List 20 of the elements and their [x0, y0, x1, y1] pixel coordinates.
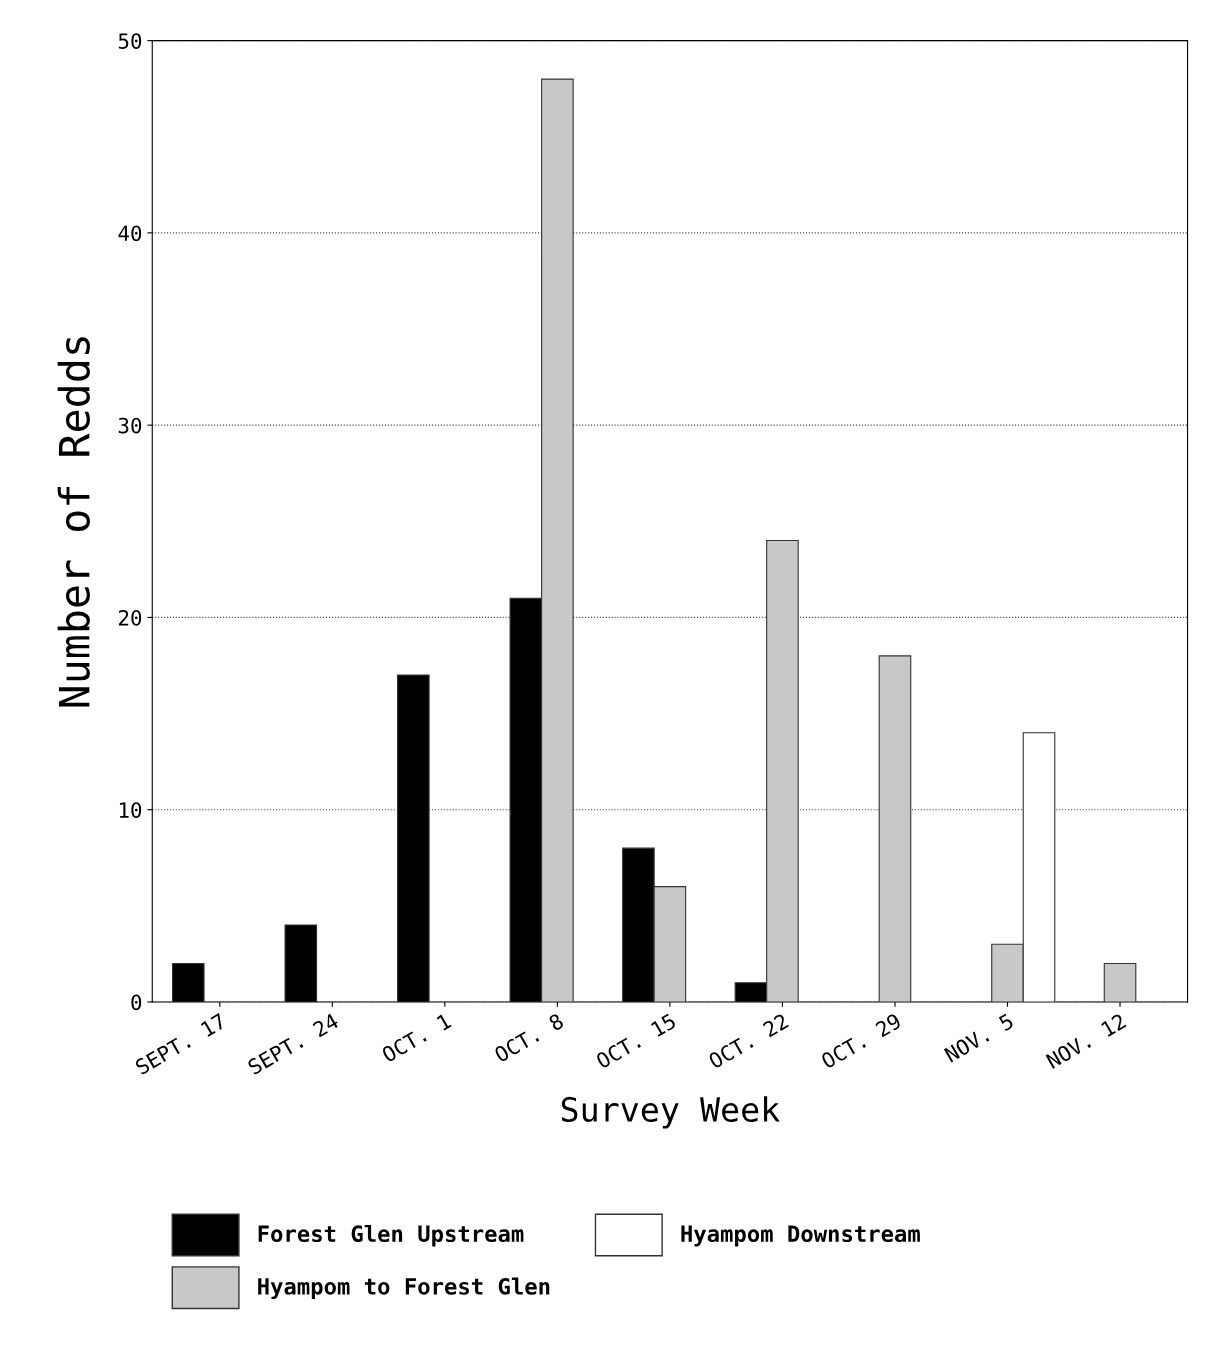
legend-label: Hyampom to Forest Glen — [258, 1277, 550, 1300]
y-tick-label: 40 — [118, 225, 142, 242]
x-tick-label: OCT. 22 — [707, 1012, 790, 1070]
x-axis-title: Survey Week — [561, 1096, 780, 1129]
y-tick-label: 0 — [131, 994, 142, 1011]
x-tick-label: NOV. 5 — [943, 1012, 1015, 1063]
bar — [1103, 962, 1137, 1002]
bar — [878, 655, 912, 1002]
x-tick-label: OCT. 1 — [380, 1012, 452, 1063]
x-tick-label: OCT. 8 — [493, 1012, 565, 1063]
x-tick-label: OCT. 29 — [820, 1012, 902, 1070]
y-axis-title: Number of Redds — [57, 337, 90, 707]
legend-label: Hyampom Downstream — [681, 1225, 920, 1247]
y-tick-label: 10 — [119, 802, 142, 818]
legend-label: Forest Glen Upstream — [258, 1224, 524, 1247]
x-tick-label: OCT. 15 — [595, 1012, 677, 1070]
y-tick-label: 50 — [118, 33, 142, 49]
y-tick-label: 30 — [118, 417, 142, 434]
x-tick-label: NOV. 12 — [1045, 1012, 1127, 1069]
y-tick-label: 20 — [118, 609, 142, 626]
